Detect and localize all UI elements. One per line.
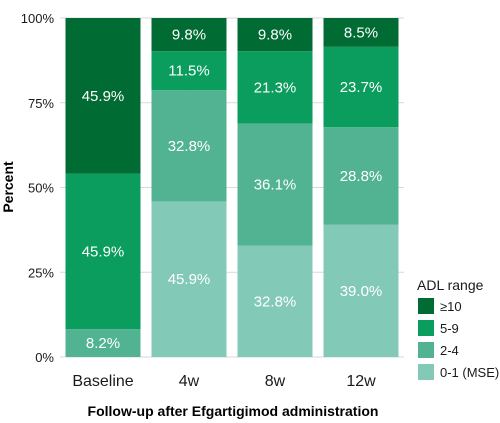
legend-label: 5-9: [440, 321, 459, 336]
data-label: 32.8%: [254, 293, 297, 310]
legend: ADL range ≥10 5-9 2-4 0-1 (MSE): [417, 277, 499, 380]
legend-swatch: [418, 298, 434, 314]
bar-segment: [151, 201, 227, 357]
legend-title: ADL range: [417, 277, 484, 293]
bar-segment: [323, 18, 399, 47]
legend-swatch: [418, 364, 434, 380]
axis-layer: 0% 25% 50% 75% 100% Baseline 4w 8w 12w: [21, 11, 376, 390]
x-tick-label: 8w: [265, 373, 286, 390]
bar-segment: [237, 245, 313, 357]
bars-layer: 8.2% 45.9% 45.9% 45.9% 32.8% 11.5% 9.8% 32.8% 36…: [65, 18, 399, 357]
bar-segment: [237, 51, 313, 124]
data-label: 39.0%: [340, 283, 383, 300]
data-label: 45.9%: [82, 243, 125, 260]
y-tick-label: 75%: [28, 96, 54, 111]
legend-swatch: [418, 320, 434, 336]
data-label: 9.8%: [258, 27, 292, 44]
data-label: 45.9%: [168, 271, 211, 288]
x-tick-label: 4w: [179, 373, 200, 390]
data-label: 23.7%: [340, 79, 383, 96]
y-tick-label: 0%: [35, 350, 54, 365]
data-label: 32.8%: [168, 138, 211, 155]
bar-segment: [65, 329, 141, 357]
y-tick-label: 100%: [21, 11, 55, 26]
legend-label: ≥10: [440, 299, 462, 314]
y-axis-title: Percent: [0, 161, 16, 213]
legend-swatch: [418, 342, 434, 358]
bar-segment: [151, 90, 227, 202]
data-label: 21.3%: [254, 79, 297, 96]
x-tick-label: 12w: [346, 373, 376, 390]
bar-segment: [237, 18, 313, 52]
data-label: 11.5%: [168, 63, 209, 80]
y-tick-label: 50%: [28, 181, 54, 196]
bar-segment: [323, 224, 399, 357]
bar-segment: [237, 123, 313, 246]
data-label: 45.9%: [82, 88, 125, 105]
x-tick-label: Baseline: [72, 373, 133, 390]
legend-label: 0-1 (MSE): [440, 365, 499, 380]
data-label: 28.8%: [340, 168, 383, 185]
data-label: 9.8%: [172, 27, 206, 44]
legend-label: 2-4: [440, 343, 459, 358]
bar-segment: [323, 127, 399, 225]
data-label: 8.2%: [86, 335, 120, 352]
data-label: 36.1%: [254, 177, 297, 194]
bar-segment: [151, 18, 227, 52]
y-tick-label: 25%: [28, 265, 54, 280]
x-axis-title: Follow-up after Efgartigimod administrat…: [88, 403, 379, 419]
bar-segment: [65, 173, 141, 330]
bar-segment: [323, 46, 399, 128]
data-label: 8.5%: [344, 24, 378, 41]
bar-segment: [65, 18, 141, 174]
bar-segment: [151, 51, 227, 91]
